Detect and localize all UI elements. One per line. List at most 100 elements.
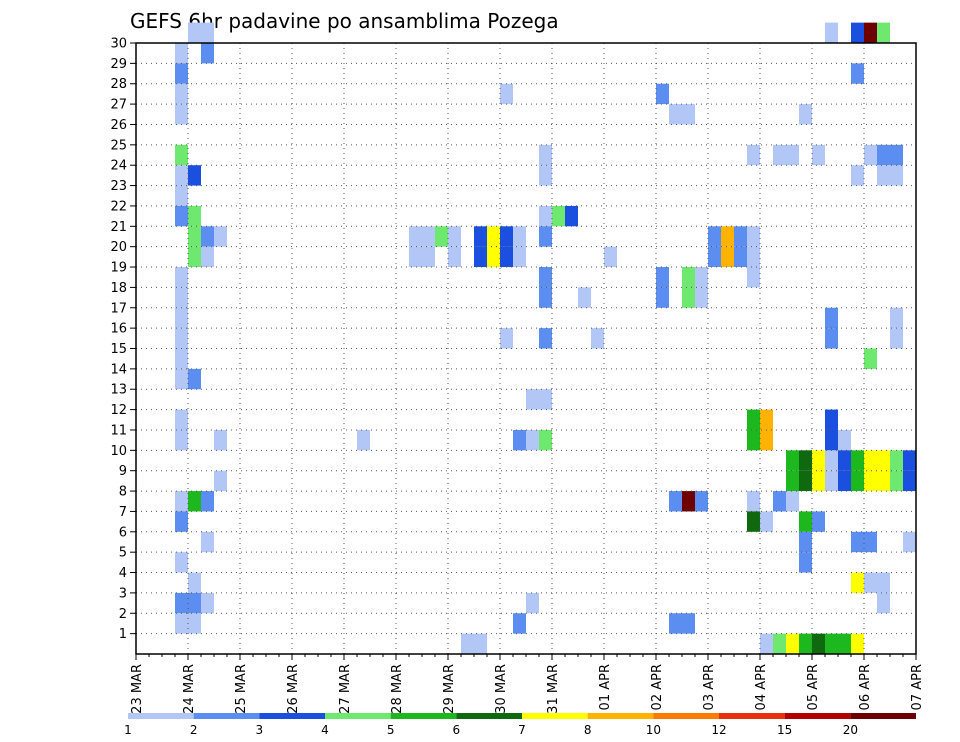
x-tick-label: 30 MAR (494, 664, 509, 714)
y-tick-label: 8 (119, 485, 127, 500)
heatmap-cell (500, 328, 513, 349)
y-tick-label: 27 (110, 98, 127, 113)
heatmap-cell (188, 592, 201, 614)
heatmap-cell (357, 429, 370, 451)
heatmap-cell (435, 226, 448, 247)
heatmap-cell (201, 592, 214, 614)
y-tick-label: 25 (110, 138, 127, 153)
heatmap-cell (214, 470, 227, 492)
heatmap-cell (201, 226, 214, 247)
heatmap-cell (188, 613, 201, 634)
heatmap-cell (474, 246, 487, 268)
heatmap-cell (175, 144, 188, 166)
heatmap-cell (695, 491, 708, 512)
heatmap-cell (864, 348, 877, 369)
colorbar-swatch (193, 713, 260, 719)
heatmap-cell (786, 633, 799, 654)
grid-lines (136, 43, 916, 654)
heatmap-cell (877, 592, 890, 614)
heatmap-cell (760, 511, 773, 532)
colorbar-swatch (719, 713, 785, 719)
heatmap-cell (201, 22, 214, 43)
heatmap-cell (526, 592, 539, 614)
heatmap-cell (201, 531, 214, 553)
heatmap-cell (721, 226, 734, 247)
heatmap-cell (734, 226, 747, 247)
y-tick-label: 28 (110, 77, 127, 92)
x-tick-label: 28 MAR (390, 664, 405, 714)
y-tick-label: 4 (119, 566, 127, 581)
heatmap-cell (799, 470, 812, 492)
heatmap-cell (500, 83, 513, 105)
heatmap-cell (513, 246, 526, 268)
heatmap-cell (760, 633, 773, 654)
colorbar-swatch (784, 713, 851, 719)
x-tick-label: 01 APR (598, 664, 613, 710)
colorbar: 1 2 3 4 5 6 7 8 10 12 15 20 (124, 713, 916, 737)
heatmap-cell (838, 450, 851, 471)
heatmap-cell (188, 205, 201, 227)
heatmap-cell (747, 429, 760, 451)
heatmap-cell (812, 470, 825, 492)
y-tick-label: 5 (119, 546, 127, 561)
heatmap-cell (851, 531, 864, 553)
colorbar-label: 3 (256, 723, 264, 737)
colorbar-label: 7 (518, 723, 526, 737)
heatmap-cell (747, 246, 760, 268)
heatmap-cell (656, 83, 669, 105)
heatmap-cell (877, 144, 890, 166)
heatmap-cell (851, 22, 864, 43)
heatmap-cell (175, 205, 188, 227)
heatmap-cell (760, 429, 773, 451)
heatmap-cell (175, 185, 188, 206)
colorbar-label: 15 (777, 723, 792, 737)
heatmap-cell (539, 328, 552, 349)
heatmap-cell (175, 165, 188, 186)
heatmap-cell (487, 226, 500, 247)
x-tick-label: 31 MAR (546, 664, 561, 714)
heatmap-cell (175, 307, 188, 329)
heatmap-cell (851, 63, 864, 84)
heatmap-cell (708, 246, 721, 268)
heatmap-cell (877, 470, 890, 492)
heatmap-cell (890, 328, 903, 349)
heatmap-cell (474, 633, 487, 654)
heatmap-cell (799, 552, 812, 573)
colorbar-label: 10 (646, 723, 661, 737)
heatmap-cell (409, 246, 422, 268)
heatmap-cell (838, 633, 851, 654)
heatmap-cell (851, 633, 864, 654)
heatmap-cell (864, 470, 877, 492)
y-tick-label: 11 (110, 423, 127, 438)
heatmap-cell (786, 144, 799, 166)
y-tick-label: 12 (110, 403, 127, 418)
heatmap-cell (409, 226, 422, 247)
heatmap-cell (474, 226, 487, 247)
heatmap-cell (487, 246, 500, 268)
heatmap-cell (903, 531, 916, 553)
heatmap-cell (175, 348, 188, 369)
heatmap-cell (903, 470, 916, 492)
heatmap-cell (175, 287, 188, 308)
heatmap-cell (175, 511, 188, 532)
heatmap-cell (877, 165, 890, 186)
heatmap-cell (448, 246, 461, 268)
heatmap-cell (851, 165, 864, 186)
heatmap-cell (175, 43, 188, 64)
colorbar-swatch (456, 713, 522, 719)
heatmap-cell (539, 144, 552, 166)
heatmap-cell (747, 409, 760, 430)
heatmap-cell (461, 633, 474, 654)
y-tick-label: 6 (119, 525, 127, 540)
heatmap-cell (786, 450, 799, 471)
heatmap-cell (890, 144, 903, 166)
y-tick-label: 29 (110, 57, 127, 72)
heatmap-cell (175, 63, 188, 84)
heatmap-cell (175, 267, 188, 288)
heatmap-cell (682, 491, 695, 512)
heatmap-cell (539, 389, 552, 410)
heatmap-cell (825, 307, 838, 329)
heatmap-cell (747, 267, 760, 288)
heatmap-cell (604, 246, 617, 268)
colorbar-swatch (128, 713, 194, 719)
